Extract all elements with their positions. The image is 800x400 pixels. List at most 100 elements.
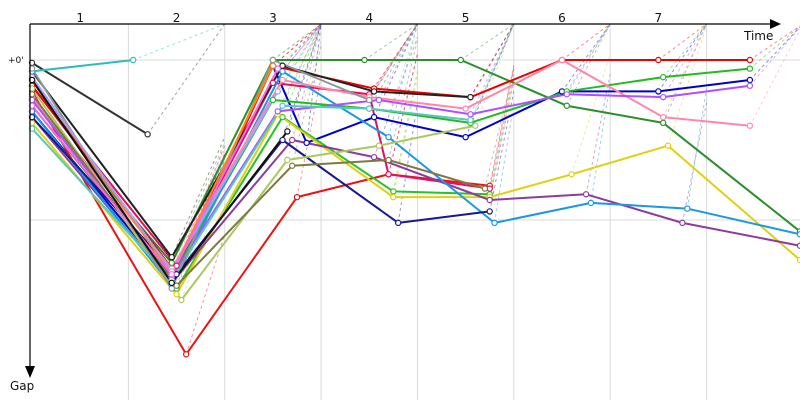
series-point: [467, 116, 474, 124]
series-point: [284, 156, 291, 164]
series-point: [796, 242, 800, 249]
connector-dash: [489, 65, 515, 186]
connector-dash: [561, 23, 611, 92]
series-point: [659, 73, 667, 81]
connector-dash: [749, 28, 800, 126]
connector-dash: [277, 23, 322, 69]
connector-dash: [392, 77, 418, 198]
connector-dash: [185, 234, 226, 355]
series-point: [269, 56, 277, 64]
series-point: [659, 93, 667, 101]
connector-dash: [470, 23, 515, 98]
x-tick-label: 4: [365, 11, 373, 25]
connector-dash: [364, 23, 418, 61]
connector-dash: [277, 23, 322, 115]
series-point: [269, 62, 277, 69]
connector-dash: [470, 23, 515, 98]
grid: [30, 24, 800, 400]
series-point: [746, 82, 754, 89]
series-point: [582, 191, 590, 198]
series-point: [655, 88, 662, 95]
axes: Time Gap +0': [8, 19, 781, 393]
series-point: [746, 122, 754, 129]
series-point: [168, 271, 175, 278]
connector-dash: [465, 23, 515, 109]
connector-dash: [171, 156, 226, 278]
series-point: [284, 128, 291, 135]
series-point: [390, 193, 397, 201]
series-point: [182, 351, 190, 358]
connector-dash: [484, 68, 515, 189]
connector-dash: [272, 23, 322, 67]
x-tick-label: 5: [462, 11, 470, 25]
series-point: [279, 102, 286, 109]
connector-dash: [171, 142, 226, 264]
x-axis-arrow: [770, 19, 781, 29]
connector-dash: [571, 54, 611, 175]
y-axis-arrow: [25, 366, 35, 378]
connector-dash: [657, 23, 707, 92]
connector-dash: [561, 23, 611, 61]
series-point: [491, 219, 498, 227]
series-point: [467, 93, 474, 101]
connector-dash: [489, 91, 515, 212]
series-point: [366, 105, 373, 112]
series-line: [31, 113, 800, 296]
series-point: [472, 122, 479, 129]
connector-dash: [147, 23, 226, 135]
connector-dash: [494, 102, 515, 223]
series-point: [746, 56, 754, 64]
connector-dash: [658, 23, 707, 61]
series-point: [274, 88, 281, 95]
series-point: [563, 91, 571, 98]
x-tick-label: 3: [269, 11, 277, 25]
series-point: [746, 76, 754, 84]
series-point: [370, 88, 378, 95]
series-point: [457, 56, 465, 64]
series-point: [796, 231, 800, 238]
connector-dash: [272, 23, 322, 101]
series-point: [274, 65, 281, 72]
series-point: [481, 185, 489, 192]
x-axis-label: Time: [743, 29, 773, 43]
series-point: [129, 56, 137, 64]
connector-dash: [489, 68, 515, 189]
connector-dash: [373, 23, 418, 92]
connector-dash: [489, 77, 515, 198]
series-point: [746, 65, 754, 72]
series-point: [173, 282, 180, 289]
series-point: [385, 156, 392, 164]
series-point: [375, 142, 383, 149]
connector-dash: [681, 102, 708, 223]
series-point: [664, 142, 672, 149]
series-point: [462, 105, 469, 112]
connector-dash: [272, 23, 322, 61]
series-point: [655, 56, 662, 64]
x-tick-label: 7: [655, 11, 663, 25]
series-point: [144, 131, 151, 138]
connector-dash: [662, 23, 707, 118]
y-tick-label: +0': [8, 56, 24, 66]
connector-dash: [306, 23, 322, 143]
series-point: [394, 219, 402, 227]
series-point: [178, 296, 185, 304]
series-point: [659, 113, 667, 121]
series-point: [269, 96, 277, 104]
connector-dashes: [132, 23, 800, 355]
series-line: [31, 116, 800, 284]
connector-dash: [277, 23, 322, 112]
series-point: [173, 262, 180, 269]
series-point: [385, 171, 392, 178]
series-point: [279, 76, 286, 84]
connector-dash: [282, 23, 322, 81]
series-point: [370, 113, 378, 121]
series-point: [558, 56, 566, 64]
connector-dash: [171, 136, 226, 258]
series-point: [274, 108, 281, 115]
series-point: [679, 219, 686, 227]
series-point: [486, 196, 493, 204]
connector-dash: [566, 23, 611, 95]
connector-dash: [132, 23, 225, 61]
connector-dash: [378, 25, 418, 146]
